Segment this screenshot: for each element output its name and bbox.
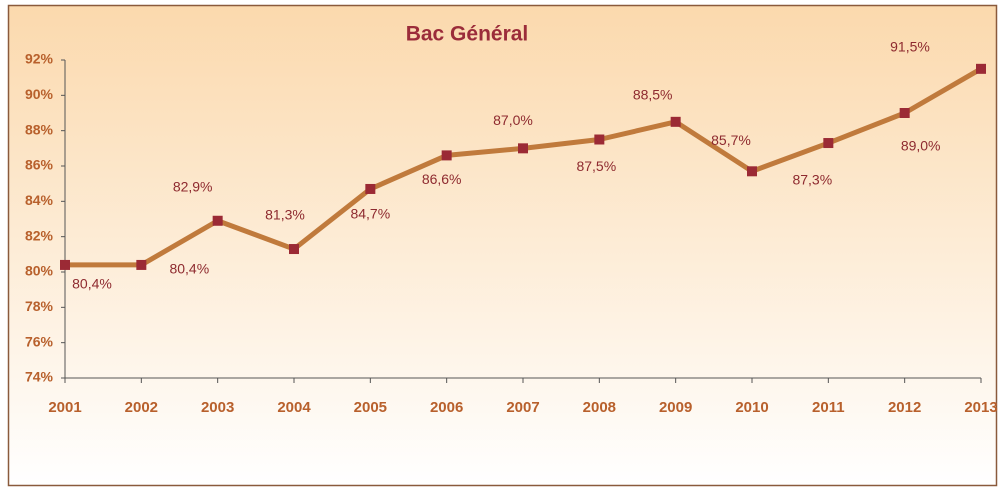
x-tick-label: 2002 bbox=[125, 399, 158, 416]
x-tick-label: 2009 bbox=[659, 399, 692, 416]
data-label: 87,3% bbox=[792, 172, 832, 188]
data-label: 80,4% bbox=[169, 261, 209, 277]
y-tick-label: 82% bbox=[25, 227, 54, 243]
x-tick-label: 2003 bbox=[201, 399, 234, 416]
data-label: 87,0% bbox=[493, 112, 533, 128]
data-label: 84,7% bbox=[350, 206, 390, 222]
marker bbox=[976, 63, 986, 74]
y-tick-label: 92% bbox=[25, 51, 54, 67]
data-label: 85,7% bbox=[711, 132, 751, 148]
x-tick-label: 2005 bbox=[354, 399, 387, 416]
x-tick-label: 2011 bbox=[812, 399, 845, 416]
y-tick-label: 78% bbox=[25, 298, 54, 314]
x-tick-label: 2004 bbox=[277, 399, 311, 416]
marker bbox=[60, 259, 70, 270]
y-tick-label: 74% bbox=[25, 369, 54, 385]
marker bbox=[747, 166, 757, 177]
x-tick-label: 2008 bbox=[583, 399, 616, 416]
marker bbox=[594, 134, 605, 145]
data-label: 87,5% bbox=[576, 158, 616, 174]
chart-title: Bac Général bbox=[406, 23, 529, 46]
marker bbox=[518, 143, 528, 154]
data-label: 89,0% bbox=[901, 138, 941, 154]
y-tick-label: 84% bbox=[25, 192, 54, 208]
y-tick-label: 90% bbox=[25, 86, 54, 102]
x-tick-label: 2006 bbox=[430, 399, 463, 416]
marker bbox=[441, 150, 452, 161]
data-label: 81,3% bbox=[265, 207, 305, 223]
x-tick-label: 2013 bbox=[964, 399, 997, 416]
y-tick-label: 88% bbox=[25, 121, 54, 137]
marker bbox=[136, 259, 147, 270]
data-label: 88,5% bbox=[633, 87, 673, 103]
marker bbox=[823, 138, 834, 149]
data-label: 86,6% bbox=[422, 171, 462, 187]
data-label: 82,9% bbox=[173, 178, 213, 194]
marker bbox=[365, 183, 376, 194]
data-label: 91,5% bbox=[890, 39, 930, 55]
data-label: 80,4% bbox=[72, 276, 112, 292]
y-tick-label: 76% bbox=[25, 333, 54, 349]
x-tick-label: 2001 bbox=[48, 399, 81, 416]
marker bbox=[289, 244, 299, 255]
x-tick-label: 2012 bbox=[888, 399, 921, 416]
marker bbox=[212, 215, 223, 226]
marker bbox=[899, 108, 910, 118]
x-tick-label: 2010 bbox=[735, 399, 768, 416]
marker bbox=[670, 116, 681, 127]
y-tick-label: 80% bbox=[25, 263, 54, 279]
x-tick-label: 2007 bbox=[506, 399, 539, 416]
y-tick-label: 86% bbox=[25, 157, 54, 173]
